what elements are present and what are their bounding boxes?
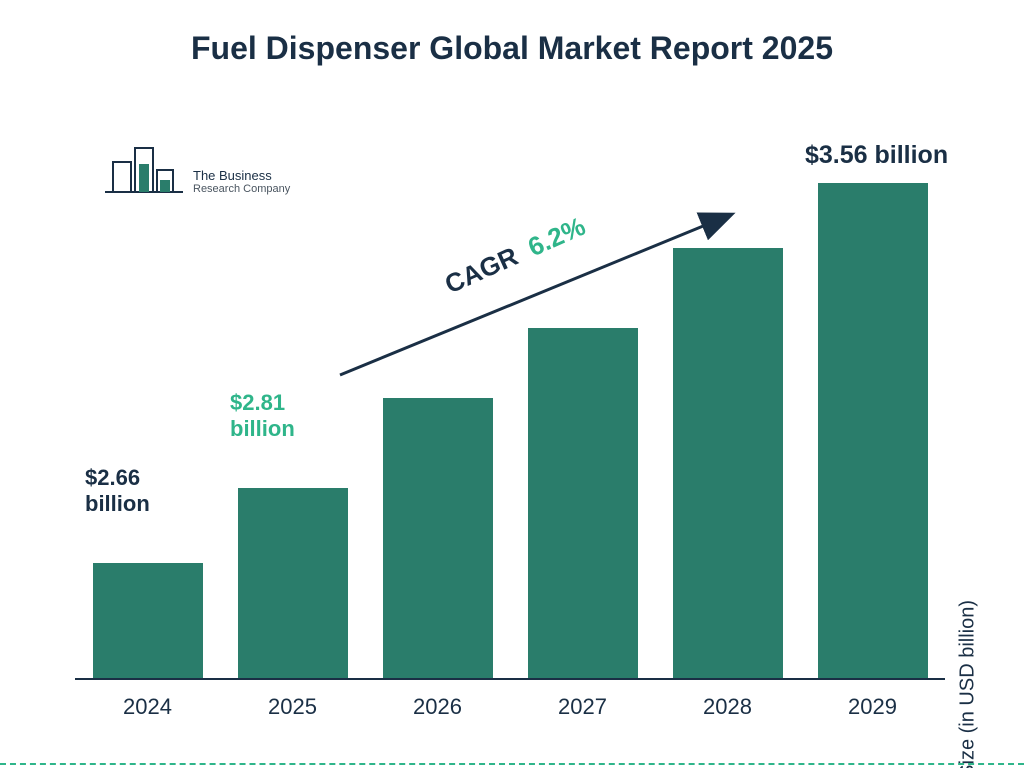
x-labels-group: 2024 2025 2026 2027 2028 2029 [75, 694, 945, 720]
footer-dashed-line [0, 763, 1024, 765]
x-label-2026: 2026 [378, 694, 498, 720]
x-label-2024: 2024 [88, 694, 208, 720]
bar-2029 [813, 183, 933, 678]
cagr-annotation: CAGR 6.2% [330, 200, 750, 380]
bar-2025 [233, 488, 353, 678]
x-label-2029: 2029 [813, 694, 933, 720]
value-label-2024: $2.66billion [85, 465, 150, 518]
bar-2024 [88, 563, 208, 678]
x-label-2025: 2025 [233, 694, 353, 720]
x-label-2027: 2027 [523, 694, 643, 720]
chart-container: Fuel Dispenser Global Market Report 2025… [0, 0, 1024, 768]
bar-rect-2025 [238, 488, 348, 678]
bar-rect-2026 [383, 398, 493, 678]
x-axis-line [75, 678, 945, 680]
value-label-2029: $3.56 billion [805, 140, 948, 170]
bar-rect-2029 [818, 183, 928, 678]
bar-2026 [378, 398, 498, 678]
chart-title: Fuel Dispenser Global Market Report 2025 [0, 30, 1024, 67]
y-axis-label: Market Size (in USD billion) [957, 600, 980, 768]
bar-rect-2024 [93, 563, 203, 678]
x-label-2028: 2028 [668, 694, 788, 720]
value-label-2025: $2.81billion [230, 390, 295, 443]
